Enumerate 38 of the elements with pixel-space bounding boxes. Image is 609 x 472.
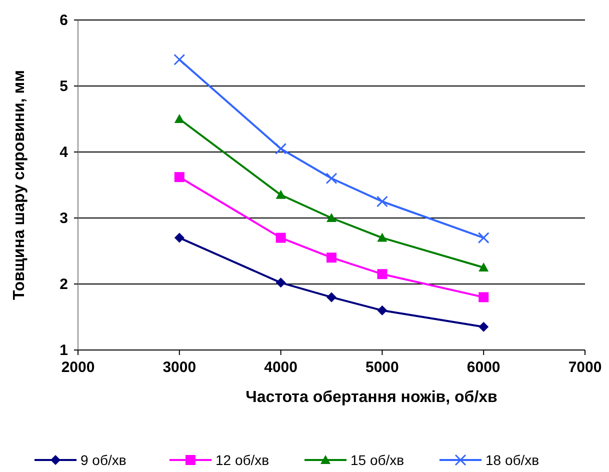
legend-label: 9 об/хв [80,452,126,468]
x-tick-label: 6000 [466,359,500,376]
x-tick-label: 3000 [162,359,196,376]
point [326,252,336,263]
point [276,190,286,199]
y-tick-label: 4 [60,144,69,161]
point [276,278,286,288]
point [326,172,338,184]
x-tick-label: 7000 [568,359,602,376]
x-tick-label: 5000 [366,359,399,376]
point [478,262,489,272]
point [326,213,336,222]
point [276,232,286,243]
y-tick-label: 2 [60,276,68,293]
y-tick-label: 1 [60,342,68,359]
x-tick-label: 4000 [264,359,298,376]
point [478,232,490,244]
x-tick-label: 2000 [61,359,95,376]
y-axis-title: Товщина шару сировини, мм [11,70,28,300]
legend-label: 15 об/хв [350,452,404,468]
point [174,172,184,182]
point [478,292,489,302]
y-tick-label: 3 [60,210,68,227]
point [377,269,388,280]
x-axis-title: Частота обертання ножів, об/хв [246,389,498,406]
point [174,114,184,123]
point [377,232,388,242]
point [275,142,287,154]
point [376,196,388,208]
legend-label: 18 об/хв [486,452,540,468]
y-tick-label: 5 [60,78,68,95]
point [326,292,336,302]
point [174,232,184,243]
point [377,305,388,316]
point [174,54,186,66]
legend-label: 12 об/хв [216,452,270,468]
point [478,322,489,332]
y-tick-label: 6 [60,12,68,29]
